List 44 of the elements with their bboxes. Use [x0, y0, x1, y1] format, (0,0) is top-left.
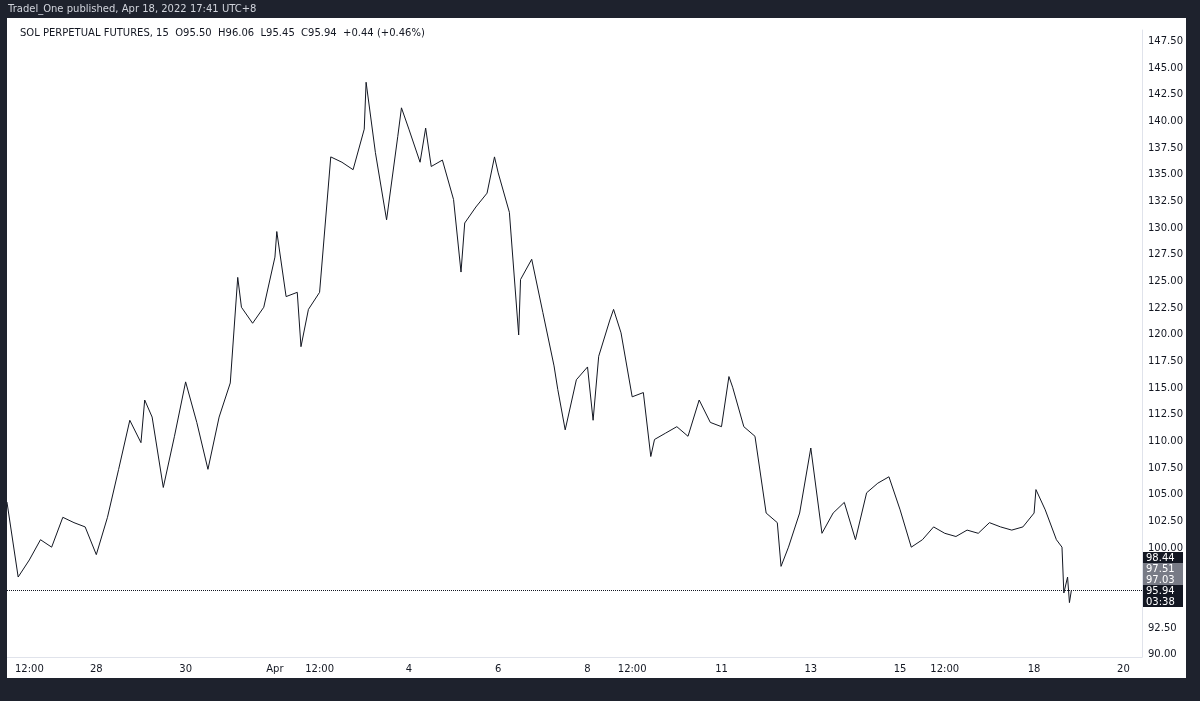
ref-line-label: 95.94 [1146, 584, 1175, 596]
y-tick-label: 122.50 [1148, 301, 1183, 313]
x-tick-label: 4 [405, 662, 413, 674]
y-tick-label: 147.50 [1148, 35, 1183, 47]
y-tick-label: 102.50 [1148, 515, 1183, 527]
x-tick-label: 30 [179, 662, 192, 674]
x-tick-label: 12:00 [14, 662, 44, 674]
y-tick-label: 105.00 [1148, 488, 1183, 500]
y-tick-label: 90.00 [1148, 648, 1177, 660]
text: 97.03 [1146, 573, 1175, 585]
y-tick-label: 112.50 [1148, 408, 1183, 420]
text: 97.51 [1146, 562, 1175, 574]
y-tick-label: 115.00 [1148, 381, 1183, 393]
x-tick-label: 6 [495, 662, 502, 674]
x-tick-label: 28 [89, 662, 103, 674]
x-tick-label: 8 [584, 662, 591, 674]
y-tick-label: 135.00 [1148, 168, 1183, 180]
x-tick-label: 12:00 [930, 662, 960, 674]
x-tick-label: 12:00 [305, 662, 334, 674]
text: 98.44 [1146, 551, 1175, 563]
x-tick-label: Apr [266, 662, 285, 674]
y-tick-label: 130.00 [1148, 221, 1183, 233]
x-tick-label: 15 [893, 662, 907, 674]
x-tick-label: 20 [1117, 662, 1130, 674]
y-tick-label: 142.50 [1148, 88, 1183, 100]
y-tick-label: 110.00 [1148, 435, 1183, 447]
x-tick-label: 12:00 [617, 662, 647, 674]
text: Tradel_One published, Apr 18, 2022 17:41 UTC+8 [8, 3, 257, 14]
text: 03:38 [1146, 595, 1175, 607]
y-tick-label: 127.50 [1148, 248, 1183, 260]
y-tick-label: 132.50 [1148, 195, 1183, 207]
x-tick-label: 18 [1027, 662, 1041, 674]
y-tick-label: 137.50 [1148, 141, 1183, 153]
x-tick-label: 11 [715, 662, 728, 674]
y-tick-label: 125.00 [1148, 275, 1183, 287]
y-tick-label: 117.50 [1148, 355, 1183, 367]
y-tick-label: 92.50 [1148, 621, 1177, 633]
y-tick-label: 140.00 [1148, 115, 1183, 127]
x-tick-label: 13 [804, 662, 818, 674]
y-tick-label: 120.00 [1148, 328, 1183, 340]
y-tick-label: 100.00 [1148, 541, 1183, 553]
y-tick-label: 145.00 [1148, 61, 1183, 73]
y-tick-label: 107.50 [1148, 461, 1183, 473]
chart-title: SOL PERPETUAL FUTURES, 15 O95.50 H96.06 L95.45 C95.94 +0.44 (+0.46%) [20, 26, 425, 38]
